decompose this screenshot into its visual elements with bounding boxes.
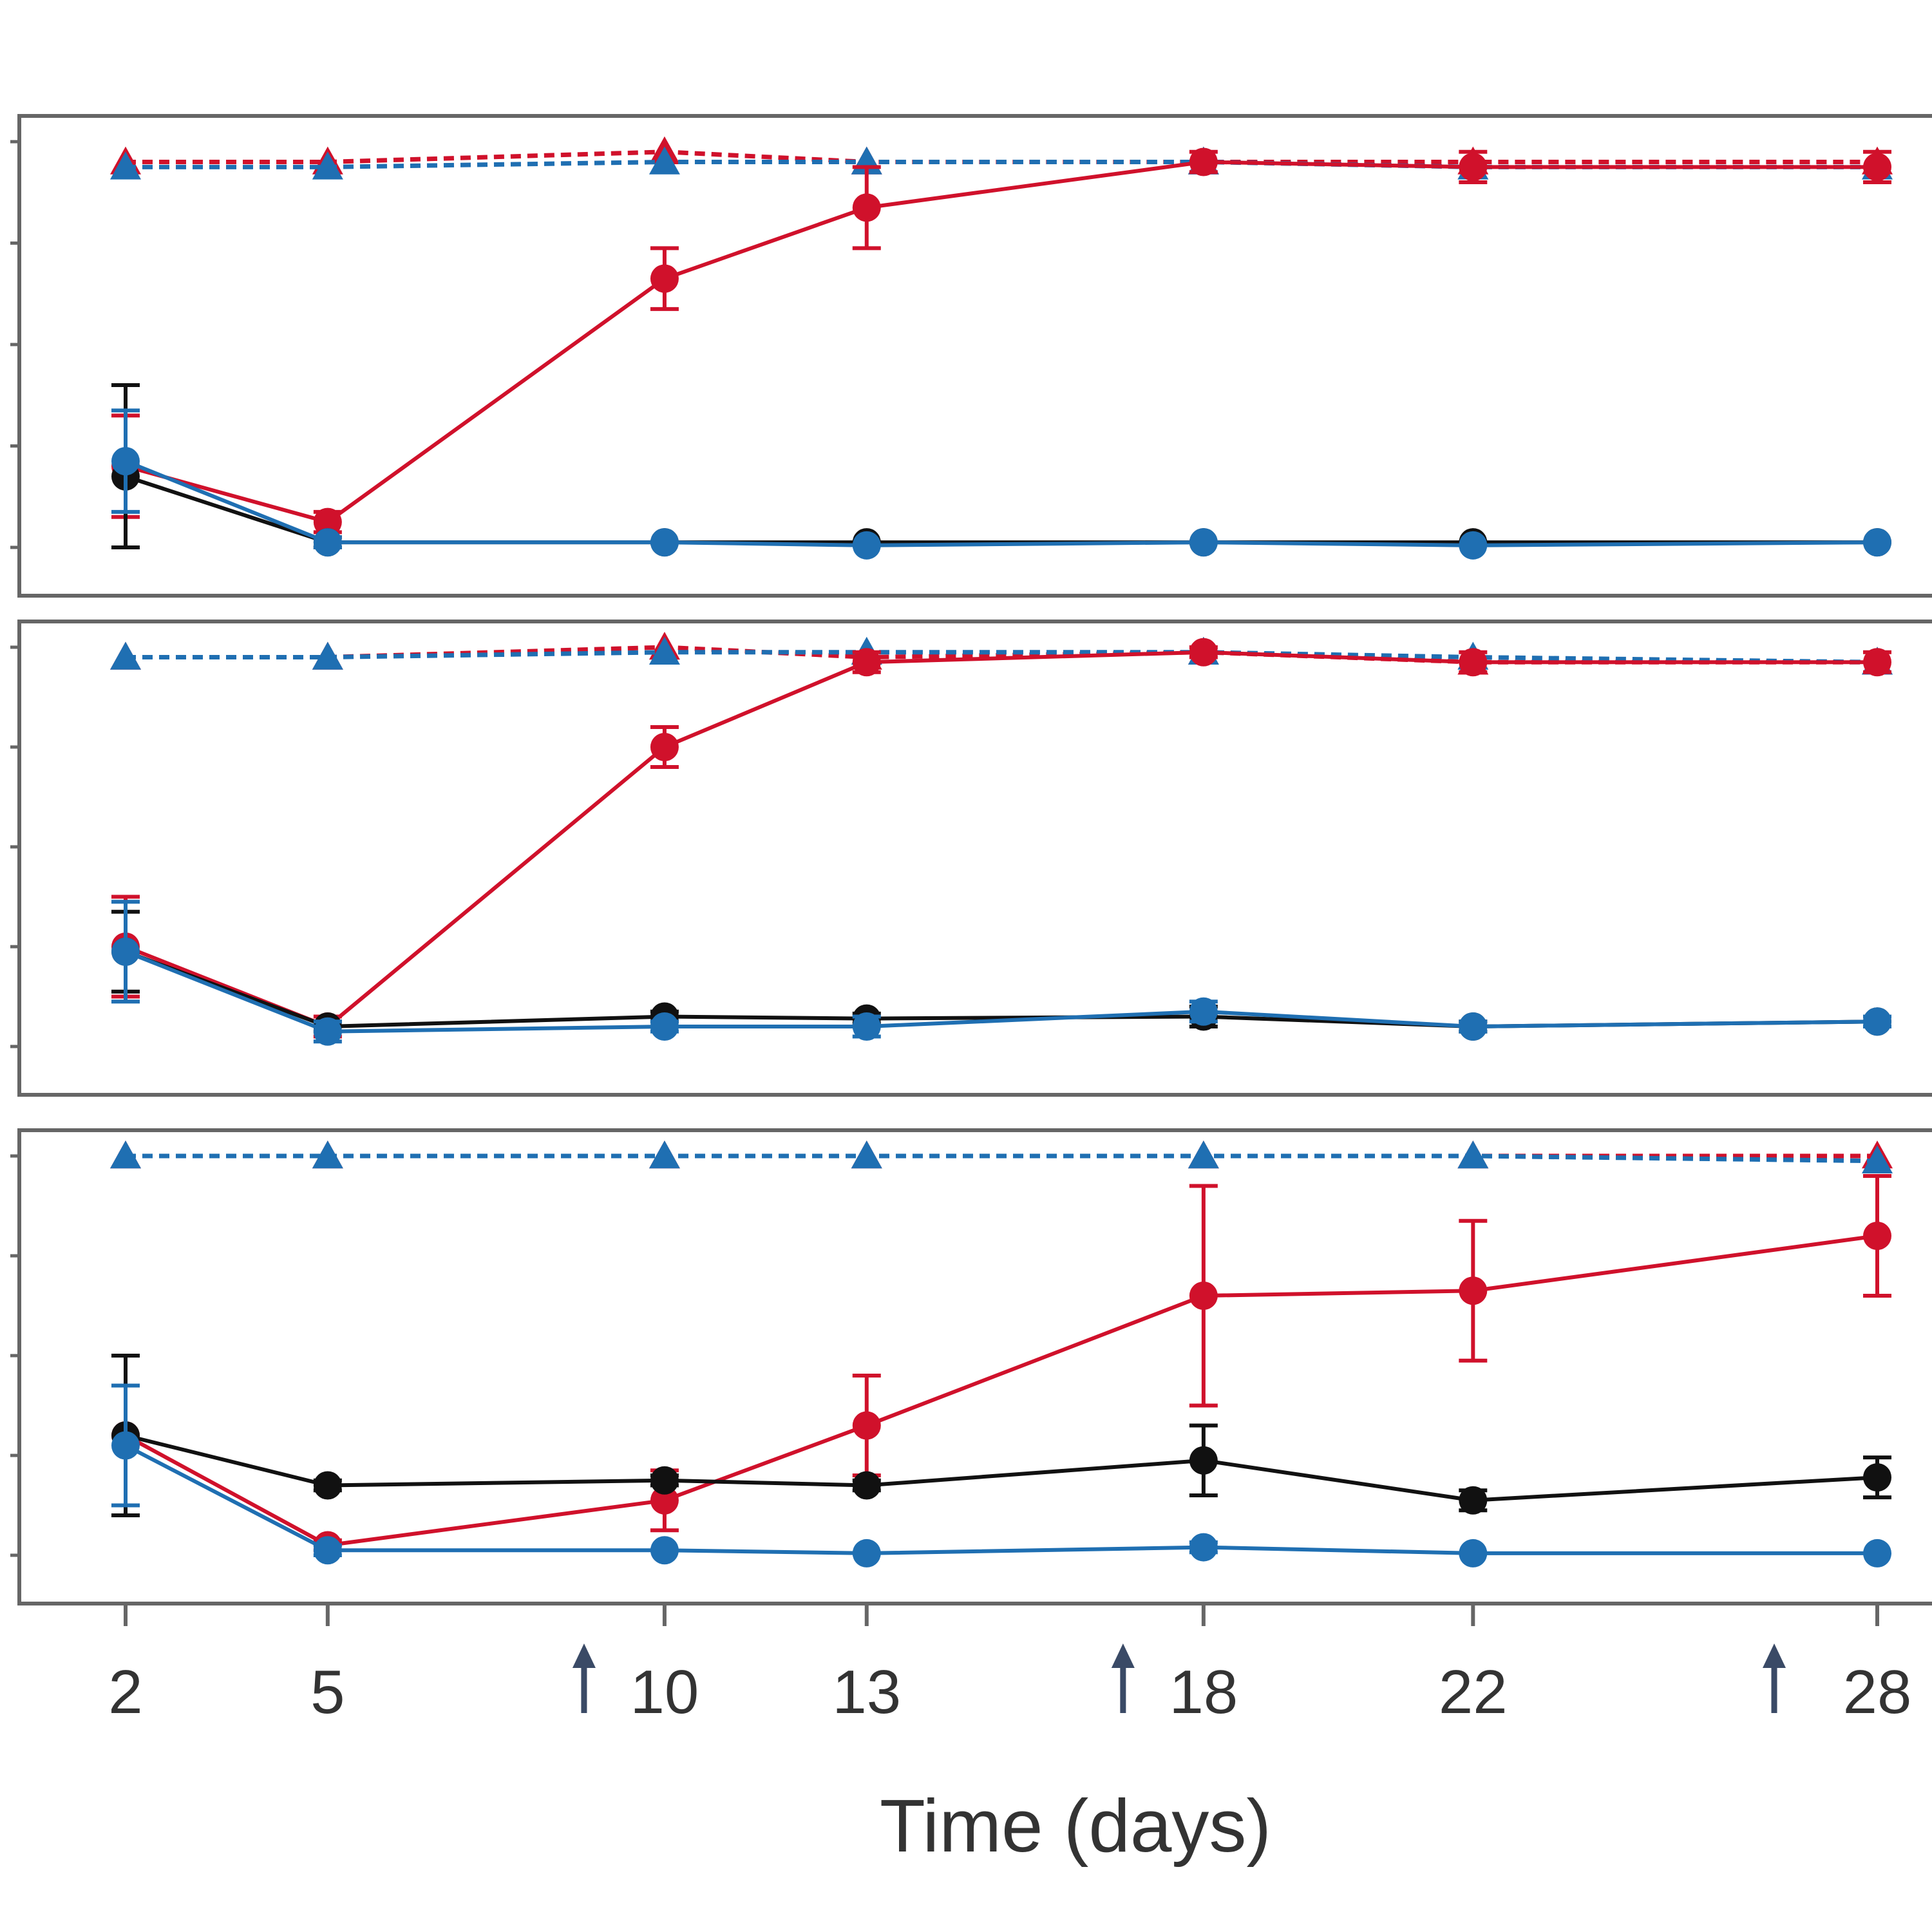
data-point	[1862, 1145, 1893, 1173]
panels	[10, 114, 1932, 1605]
data-point	[110, 641, 141, 670]
panel-1	[10, 114, 1932, 598]
data-point	[852, 531, 881, 560]
data-point	[111, 1431, 140, 1460]
data-point	[312, 641, 343, 670]
data-point	[1189, 1446, 1218, 1475]
data-point	[649, 636, 680, 665]
data-point	[852, 1471, 881, 1500]
data-point	[650, 528, 679, 557]
data-point	[650, 1466, 679, 1495]
data-point	[1189, 1533, 1218, 1562]
data-point	[111, 447, 140, 476]
data-point	[650, 1012, 679, 1041]
x-tick-label: 28	[1843, 1658, 1912, 1727]
data-point	[1459, 531, 1488, 560]
data-point	[1459, 1539, 1488, 1567]
data-point	[650, 1536, 679, 1565]
data-point	[852, 193, 881, 222]
x-tick-label: 22	[1439, 1658, 1508, 1727]
panel-frame	[17, 114, 1932, 598]
series-line	[126, 1153, 1878, 1164]
series-red-solid	[111, 638, 1891, 1041]
data-point	[110, 151, 141, 180]
panel-2	[10, 620, 1932, 1097]
data-point	[852, 1012, 881, 1041]
x-tick-label: 2	[108, 1658, 142, 1727]
data-point	[1459, 1276, 1488, 1305]
data-point	[313, 1471, 342, 1500]
data-point	[852, 648, 881, 677]
data-point	[650, 1486, 679, 1515]
series-line	[124, 459, 1878, 547]
x-tick-label: 5	[310, 1658, 345, 1727]
data-point	[649, 1141, 680, 1169]
data-point	[1457, 1141, 1489, 1169]
data-point	[1189, 528, 1218, 557]
panel-frame	[17, 1128, 1932, 1605]
data-point	[313, 1536, 342, 1565]
up-arrow-icon	[572, 1643, 596, 1713]
data-point	[1863, 1463, 1891, 1492]
series-line	[125, 1434, 1878, 1502]
series-line	[125, 474, 1877, 545]
data-point	[851, 1141, 882, 1169]
up-arrow-icon	[1763, 1643, 1786, 1713]
series-line	[125, 160, 1877, 524]
data-point	[1189, 147, 1218, 176]
series-red-solid	[111, 1174, 1891, 1560]
data-point	[650, 733, 679, 761]
series-red-solid	[111, 147, 1891, 536]
data-point	[1459, 1486, 1488, 1515]
x-tick-label: 10	[630, 1658, 699, 1727]
panel-3	[10, 1128, 1932, 1605]
x-tick-label: 13	[832, 1658, 901, 1727]
data-point	[1863, 648, 1891, 677]
series-blue-solid	[111, 900, 1891, 1046]
data-point	[1189, 1282, 1218, 1310]
data-point	[852, 1539, 881, 1567]
series-blue-solid	[111, 1383, 1891, 1567]
series-black-solid	[111, 383, 1891, 557]
series-line	[124, 650, 1877, 1029]
data-point	[312, 151, 343, 180]
data-point	[852, 1411, 881, 1440]
x-axis-title: Time (days)	[880, 1784, 1271, 1868]
series-line	[124, 949, 1878, 1029]
series-line	[124, 949, 1878, 1034]
data-point	[313, 507, 342, 536]
panel-frame	[17, 620, 1932, 1097]
data-point	[1459, 153, 1488, 182]
data-point	[1459, 1012, 1488, 1041]
series-blue-dashed	[110, 1141, 1893, 1173]
series-black-solid	[111, 1354, 1891, 1517]
data-point	[1459, 648, 1488, 677]
data-point	[650, 264, 679, 293]
data-point	[1863, 528, 1891, 557]
data-point	[111, 937, 140, 966]
series-line	[124, 1234, 1878, 1548]
data-point	[313, 528, 342, 557]
x-tick-label: 18	[1169, 1658, 1238, 1727]
data-point	[649, 146, 680, 175]
data-point	[1863, 153, 1891, 182]
x-axis: 2 5 10 13 18 22 28	[108, 1604, 1911, 1727]
data-point	[1189, 638, 1218, 667]
series-blue-solid	[111, 408, 1891, 560]
data-point	[1863, 1007, 1891, 1036]
data-point	[1188, 1141, 1219, 1169]
data-point	[312, 1141, 343, 1169]
data-point	[1863, 1222, 1891, 1250]
data-point	[1189, 997, 1218, 1026]
data-point	[313, 1017, 342, 1046]
data-point	[1863, 1539, 1891, 1567]
data-point	[110, 1141, 141, 1169]
up-arrow-icon	[1111, 1643, 1135, 1713]
